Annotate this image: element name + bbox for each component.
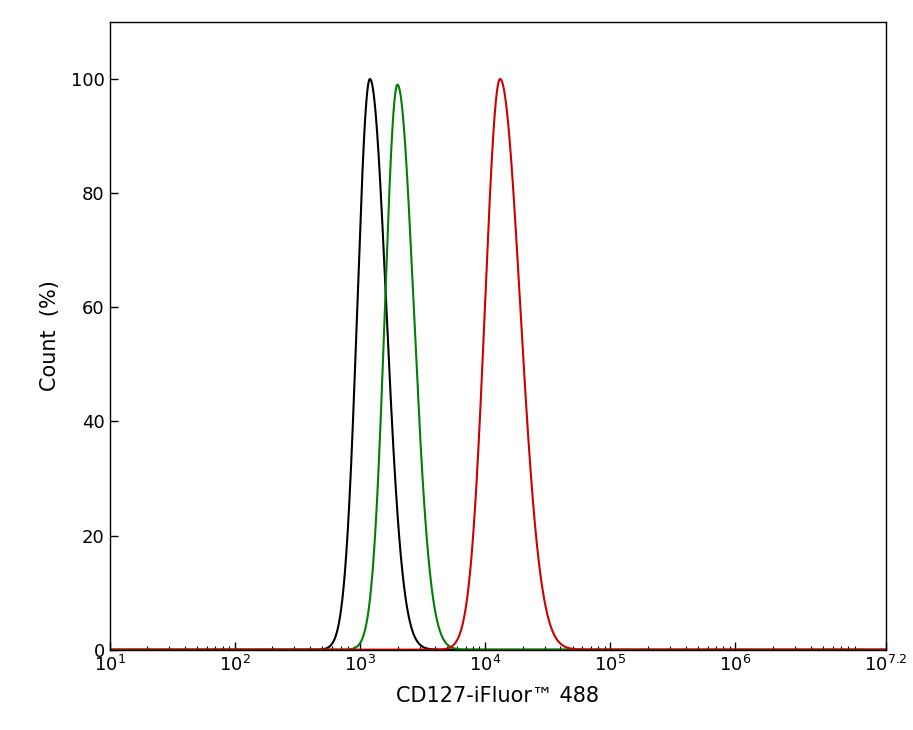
X-axis label: CD127-iFluor™ 488: CD127-iFluor™ 488: [396, 685, 599, 706]
Y-axis label: Count  (%): Count (%): [39, 280, 59, 391]
